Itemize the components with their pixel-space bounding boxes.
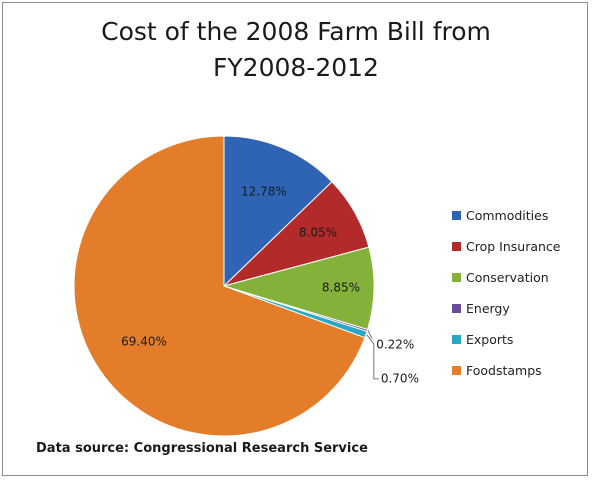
legend-swatch-exports (452, 335, 461, 344)
data-label-conservation: 8.85% (322, 280, 360, 294)
data-label-exports: 0.70% (381, 371, 419, 385)
chart-title-line-2: FY2008-2012 (213, 53, 379, 82)
data-label-foodstamps: 69.40% (121, 334, 167, 348)
legend-item-exports: Exports (452, 324, 560, 355)
legend-item-conservation: Conservation (452, 262, 560, 293)
pie-slice-conservation (222, 246, 375, 331)
legend-label-exports: Exports (466, 332, 514, 347)
legend-label-foodstamps: Foodstamps (466, 363, 542, 378)
data-label-energy: 0.22% (376, 337, 414, 351)
chart-title: Cost of the 2008 Farm Bill from FY2008-2… (0, 14, 592, 86)
leader-line-energy (367, 330, 373, 339)
legend-swatch-crop-insurance (452, 242, 461, 251)
legend-item-foodstamps: Foodstamps (452, 355, 560, 386)
chart-title-line-1: Cost of the 2008 Farm Bill from (101, 17, 491, 46)
pie-slice-commodities (223, 135, 333, 288)
legend-swatch-foodstamps (452, 366, 461, 375)
legend-swatch-commodities (452, 211, 461, 220)
legend-label-crop-insurance: Crop Insurance (466, 239, 561, 254)
chart-legend: Commodities Crop Insurance Conservation … (452, 200, 560, 386)
data-source-note: Data source: Congressional Research Serv… (36, 441, 368, 456)
legend-item-energy: Energy (452, 293, 560, 324)
data-label-commodities: 12.78% (241, 185, 287, 199)
legend-label-energy: Energy (466, 301, 510, 316)
legend-swatch-conservation (452, 273, 461, 282)
data-label-crop-insurance: 8.05% (299, 225, 337, 239)
legend-item-crop-insurance: Crop Insurance (452, 231, 560, 262)
legend-item-commodities: Commodities (452, 200, 560, 231)
legend-label-commodities: Commodities (466, 208, 549, 223)
legend-label-conservation: Conservation (466, 270, 549, 285)
leader-line-exports (366, 334, 379, 380)
legend-swatch-energy (452, 304, 461, 313)
pie-slice-foodstamps (73, 135, 366, 437)
